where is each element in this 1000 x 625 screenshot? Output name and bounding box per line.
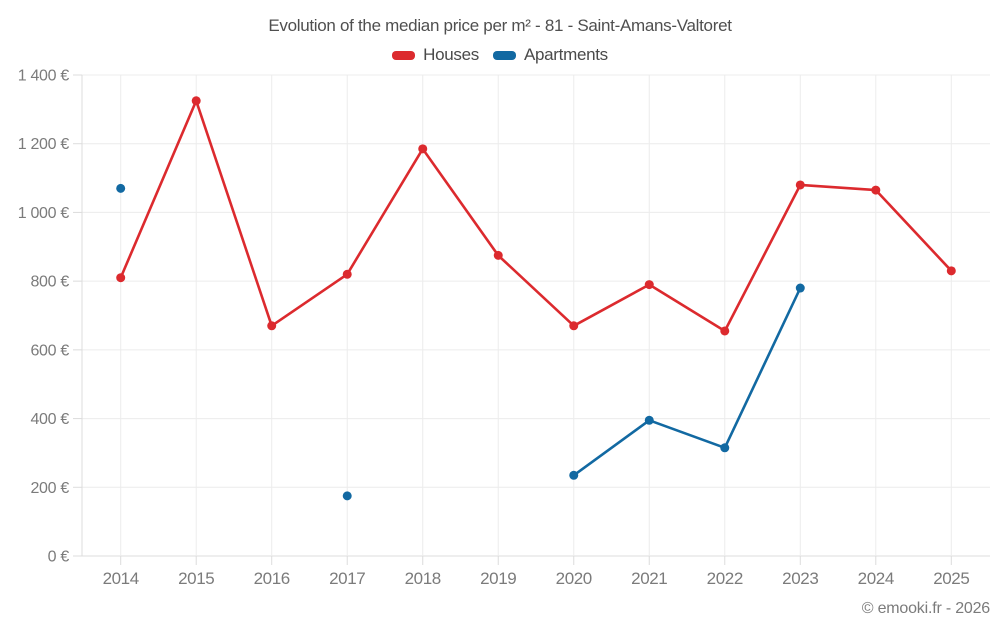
x-tick-label: 2019 xyxy=(480,569,516,588)
apartments-series-swatch-icon xyxy=(492,50,516,60)
legend-label-apartments: Apartments xyxy=(523,45,608,64)
apartments-point-2014[interactable] xyxy=(116,183,126,193)
legend-item-apartments[interactable]: Apartments xyxy=(492,45,608,65)
legend: Houses Apartments xyxy=(0,45,1000,65)
x-tick-label: 2024 xyxy=(858,569,894,588)
apartments-point-2020[interactable] xyxy=(569,470,579,480)
x-tick-label: 2017 xyxy=(329,569,365,588)
houses-point-2021[interactable] xyxy=(644,280,654,290)
houses-point-2023[interactable] xyxy=(795,180,805,190)
x-tick-label: 2023 xyxy=(782,569,818,588)
houses-point-2017[interactable] xyxy=(342,269,352,279)
houses-point-2016[interactable] xyxy=(267,321,277,331)
apartments-point-2017[interactable] xyxy=(342,491,352,501)
houses-series-line xyxy=(119,99,953,333)
x-tick-label: 2022 xyxy=(707,569,743,588)
y-tick-label: 800 € xyxy=(30,274,69,291)
y-tick-label: 200 € xyxy=(30,480,69,497)
x-tick-label: 2025 xyxy=(933,569,969,588)
x-tick-label: 2018 xyxy=(405,569,441,588)
houses-point-2020[interactable] xyxy=(569,321,579,331)
y-tick-label: 1 200 € xyxy=(18,136,70,153)
y-tick-label: 600 € xyxy=(30,342,69,359)
houses-series-swatch-icon xyxy=(392,50,416,60)
copyright-footer: © emooki.fr - 2026 xyxy=(861,600,990,617)
legend-item-houses[interactable]: Houses xyxy=(392,45,479,65)
y-tick-label: 1 000 € xyxy=(18,205,70,222)
apartments-point-2021[interactable] xyxy=(644,415,654,425)
x-tick-label: 2014 xyxy=(103,569,139,588)
chart-title: Evolution of the median price per m² - 8… xyxy=(268,16,732,35)
x-tick-label: 2016 xyxy=(254,569,290,588)
houses-point-2022[interactable] xyxy=(720,326,730,336)
houses-point-2025[interactable] xyxy=(946,266,956,276)
houses-point-2019[interactable] xyxy=(493,250,503,260)
x-tick-label: 2021 xyxy=(631,569,667,588)
legend-label-houses: Houses xyxy=(423,45,479,64)
x-tick-label: 2020 xyxy=(556,569,592,588)
x-tick-label: 2015 xyxy=(178,569,214,588)
houses-point-2018[interactable] xyxy=(418,144,428,154)
houses-point-2024[interactable] xyxy=(871,185,881,195)
houses-point-2014[interactable] xyxy=(116,273,126,283)
houses-point-2015[interactable] xyxy=(191,96,201,106)
apartments-point-2023[interactable] xyxy=(795,283,805,293)
apartments-series-line xyxy=(572,286,802,477)
y-tick-label: 1 400 € xyxy=(18,68,70,85)
apartments-point-2022[interactable] xyxy=(720,443,730,453)
y-tick-label: 400 € xyxy=(30,411,69,428)
y-tick-label: 0 € xyxy=(48,549,70,566)
